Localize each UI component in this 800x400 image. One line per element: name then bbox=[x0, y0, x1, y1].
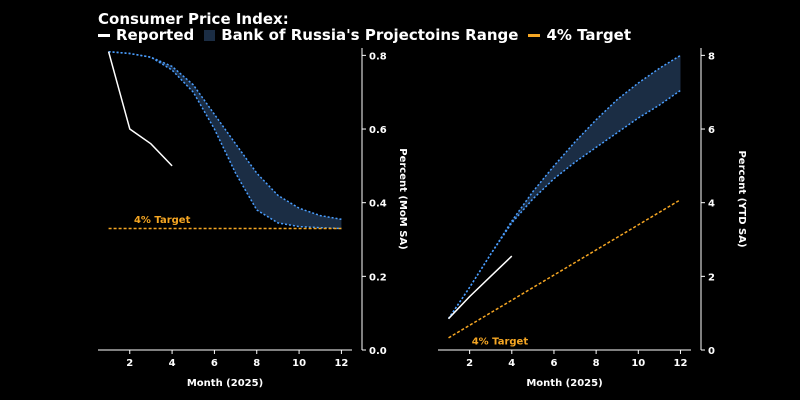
chart2-y-tick-label: 2 bbox=[708, 272, 715, 283]
chart1-x-tick-label: 6 bbox=[211, 358, 218, 369]
chart2-y-tick-label: 8 bbox=[708, 51, 715, 62]
legend-swatch-reported bbox=[98, 33, 110, 37]
legend-label-target: 4% Target bbox=[546, 26, 632, 44]
chart2-y-tick-label: 6 bbox=[708, 125, 715, 136]
chart1-projection-lower-edge bbox=[108, 50, 342, 230]
chart2-target-line bbox=[448, 199, 681, 339]
chart2-x-tick-label: 12 bbox=[673, 358, 687, 369]
legend: Reported Bank of Russia's Projectoins Ra… bbox=[98, 26, 635, 44]
chart2-projection-band bbox=[448, 55, 681, 319]
chart1-x-tick-label: 12 bbox=[334, 358, 348, 369]
legend-item-reported: Reported bbox=[98, 26, 194, 44]
legend-label-projection-range: Bank of Russia's Projectoins Range bbox=[221, 26, 519, 44]
chart1-x-tick-label: 8 bbox=[253, 358, 260, 369]
chart2-x-tick-label: 8 bbox=[593, 358, 600, 369]
legend-label-reported: Reported bbox=[116, 26, 195, 44]
chart2-target-label: 4% Target bbox=[472, 336, 529, 347]
chart2-projection-upper-edge bbox=[447, 54, 681, 320]
chart1-y-tick-label: 0.6 bbox=[369, 125, 387, 136]
chart2-y-axis-label: Percent (YTD SA) bbox=[736, 150, 747, 247]
chart1-x-tick-label: 10 bbox=[292, 358, 306, 369]
chart-title: Consumer Price Index: bbox=[98, 10, 289, 28]
legend-item-projection-range: Bank of Russia's Projectoins Range bbox=[204, 26, 518, 44]
chart1-x-axis-label: Month (2025) bbox=[187, 378, 263, 389]
chart1-y-tick-label: 0.2 bbox=[369, 272, 387, 283]
chart1-y-tick-label: 0.8 bbox=[369, 51, 387, 62]
chart1-reported-line bbox=[107, 51, 173, 167]
chart1-x-tick-label: 2 bbox=[126, 358, 133, 369]
chart1-projection-upper-edge bbox=[108, 50, 342, 221]
chart2-reported-line bbox=[447, 255, 513, 320]
legend-item-target: 4% Target bbox=[528, 26, 631, 44]
chart2-projection-lower-edge bbox=[447, 89, 681, 320]
chart2-x-tick-label: 6 bbox=[550, 358, 557, 369]
chart1-x-tick-label: 4 bbox=[169, 358, 176, 369]
chart2-x-axis-label: Month (2025) bbox=[526, 378, 602, 389]
legend-swatch-target bbox=[528, 33, 541, 37]
chart2-x-tick-label: 10 bbox=[631, 358, 645, 369]
chart1-y-axis-label: Percent (MoM SA) bbox=[397, 148, 408, 249]
chart1-projection-band bbox=[108, 51, 342, 229]
legend-swatch-projection-range bbox=[204, 29, 216, 41]
chart1-y-tick-label: 0.0 bbox=[369, 346, 387, 357]
chart2-y-tick-label: 4 bbox=[708, 199, 715, 210]
chart2-y-tick-label: 0 bbox=[708, 346, 715, 357]
chart1-target-label: 4% Target bbox=[134, 215, 191, 226]
chart2-x-tick-label: 4 bbox=[508, 358, 515, 369]
chart2-x-tick-label: 2 bbox=[466, 358, 473, 369]
chart1-y-tick-label: 0.4 bbox=[369, 199, 387, 210]
